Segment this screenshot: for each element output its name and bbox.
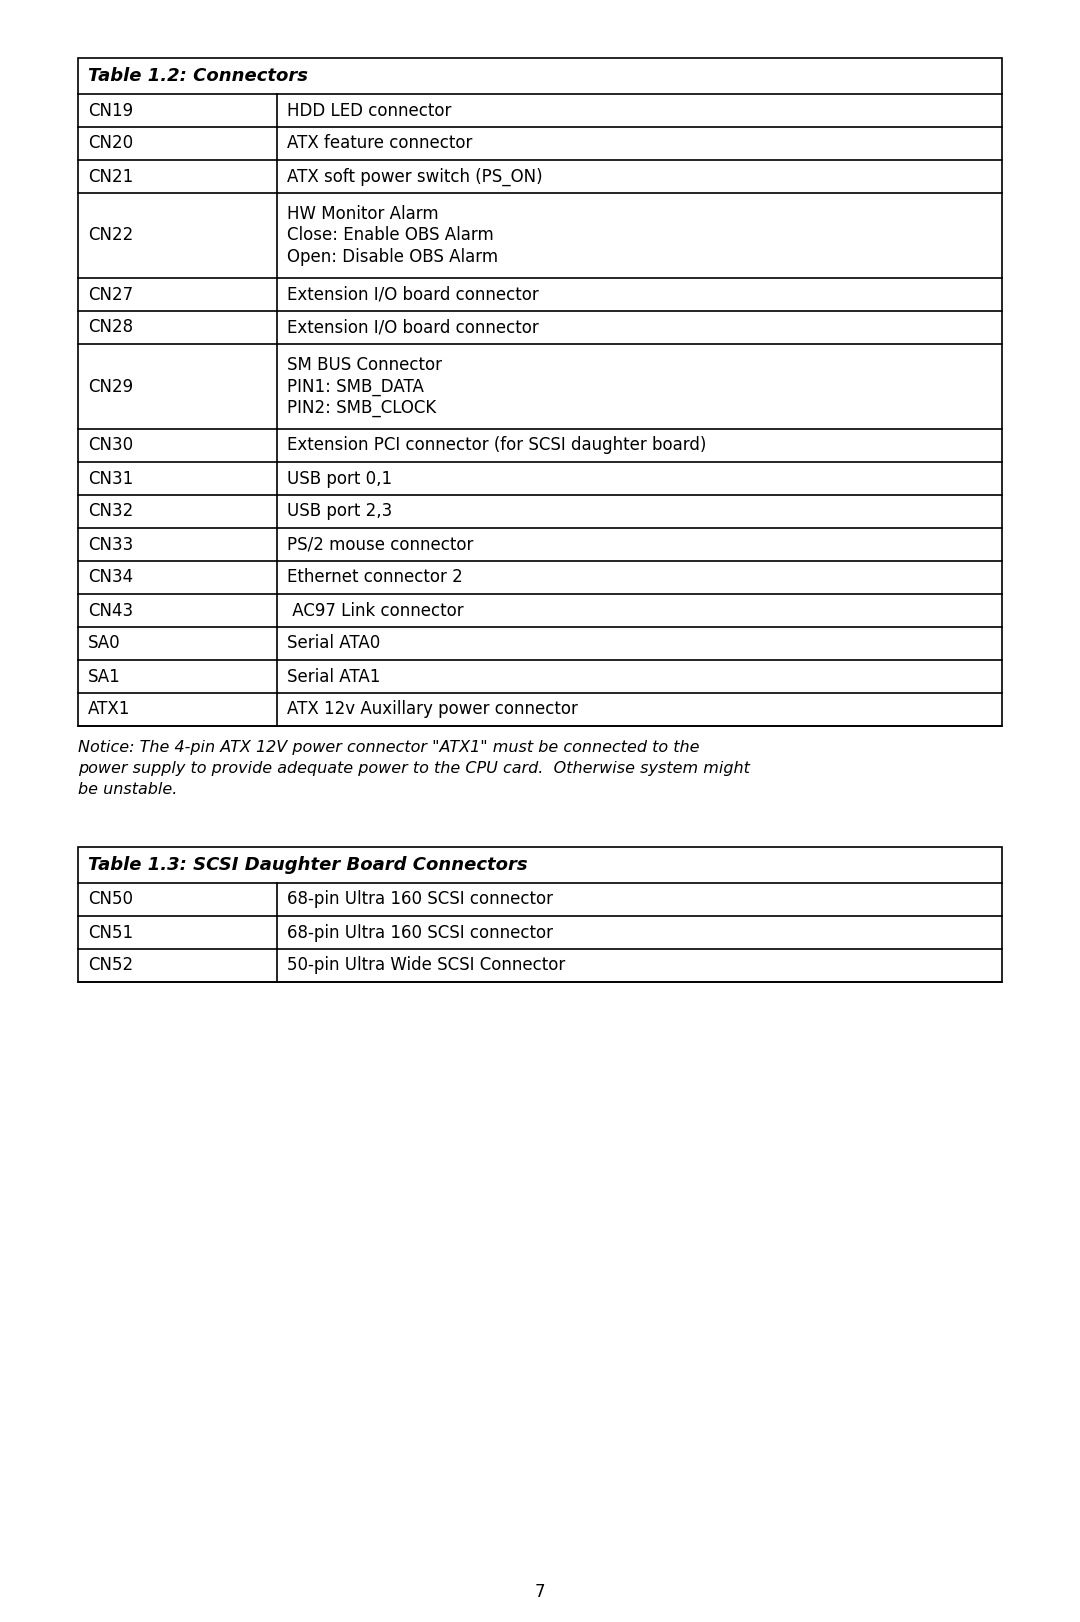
Text: CN31: CN31 bbox=[87, 469, 133, 488]
Text: 68-pin Ultra 160 SCSI connector: 68-pin Ultra 160 SCSI connector bbox=[286, 890, 553, 908]
Text: CN22: CN22 bbox=[87, 227, 133, 245]
Text: CN43: CN43 bbox=[87, 602, 133, 620]
Text: CN28: CN28 bbox=[87, 318, 133, 336]
Text: power supply to provide adequate power to the CPU card.  Otherwise system might: power supply to provide adequate power t… bbox=[78, 761, 750, 775]
Bar bbox=[78, 847, 1002, 981]
Text: CN33: CN33 bbox=[87, 535, 133, 553]
Text: CN19: CN19 bbox=[87, 102, 133, 120]
Text: HW Monitor Alarm: HW Monitor Alarm bbox=[286, 204, 438, 222]
Text: Extension PCI connector (for SCSI daughter board): Extension PCI connector (for SCSI daught… bbox=[286, 436, 706, 454]
Text: USB port 0,1: USB port 0,1 bbox=[286, 469, 392, 488]
Text: CN20: CN20 bbox=[87, 135, 133, 152]
Text: CN32: CN32 bbox=[87, 503, 133, 521]
Text: HDD LED connector: HDD LED connector bbox=[286, 102, 451, 120]
Text: Open: Disable OBS Alarm: Open: Disable OBS Alarm bbox=[286, 248, 498, 266]
Text: Serial ATA1: Serial ATA1 bbox=[286, 668, 380, 686]
Bar bbox=[78, 58, 1002, 727]
Text: SA1: SA1 bbox=[87, 668, 121, 686]
Text: 68-pin Ultra 160 SCSI connector: 68-pin Ultra 160 SCSI connector bbox=[286, 923, 553, 941]
Text: CN21: CN21 bbox=[87, 167, 133, 185]
Text: 50-pin Ultra Wide SCSI Connector: 50-pin Ultra Wide SCSI Connector bbox=[286, 957, 565, 975]
Text: Notice: The 4-pin ATX 12V power connector "ATX1" must be connected to the: Notice: The 4-pin ATX 12V power connecto… bbox=[78, 740, 700, 754]
Text: 7: 7 bbox=[535, 1583, 545, 1601]
Text: PS/2 mouse connector: PS/2 mouse connector bbox=[286, 535, 473, 553]
Text: USB port 2,3: USB port 2,3 bbox=[286, 503, 392, 521]
Text: CN52: CN52 bbox=[87, 957, 133, 975]
Text: Table 1.3: SCSI Daughter Board Connectors: Table 1.3: SCSI Daughter Board Connector… bbox=[87, 856, 528, 874]
Text: be unstable.: be unstable. bbox=[78, 782, 177, 796]
Text: Serial ATA0: Serial ATA0 bbox=[286, 634, 380, 652]
Text: CN50: CN50 bbox=[87, 890, 133, 908]
Text: SM BUS Connector: SM BUS Connector bbox=[286, 355, 442, 375]
Text: Table 1.2: Connectors: Table 1.2: Connectors bbox=[87, 67, 308, 84]
Text: CN30: CN30 bbox=[87, 436, 133, 454]
Text: Extension I/O board connector: Extension I/O board connector bbox=[286, 318, 539, 336]
Text: Ethernet connector 2: Ethernet connector 2 bbox=[286, 568, 462, 587]
Text: Close: Enable OBS Alarm: Close: Enable OBS Alarm bbox=[286, 227, 494, 245]
Text: CN34: CN34 bbox=[87, 568, 133, 587]
Text: CN27: CN27 bbox=[87, 285, 133, 303]
Text: ATX1: ATX1 bbox=[87, 701, 131, 719]
Text: CN51: CN51 bbox=[87, 923, 133, 941]
Text: ATX soft power switch (PS_ON): ATX soft power switch (PS_ON) bbox=[286, 167, 542, 185]
Text: PIN2: SMB_CLOCK: PIN2: SMB_CLOCK bbox=[286, 399, 436, 417]
Text: ATX 12v Auxillary power connector: ATX 12v Auxillary power connector bbox=[286, 701, 578, 719]
Text: CN29: CN29 bbox=[87, 378, 133, 396]
Text: Extension I/O board connector: Extension I/O board connector bbox=[286, 285, 539, 303]
Text: PIN1: SMB_DATA: PIN1: SMB_DATA bbox=[286, 378, 423, 396]
Text: AC97 Link connector: AC97 Link connector bbox=[286, 602, 463, 620]
Text: SA0: SA0 bbox=[87, 634, 121, 652]
Text: ATX feature connector: ATX feature connector bbox=[286, 135, 472, 152]
